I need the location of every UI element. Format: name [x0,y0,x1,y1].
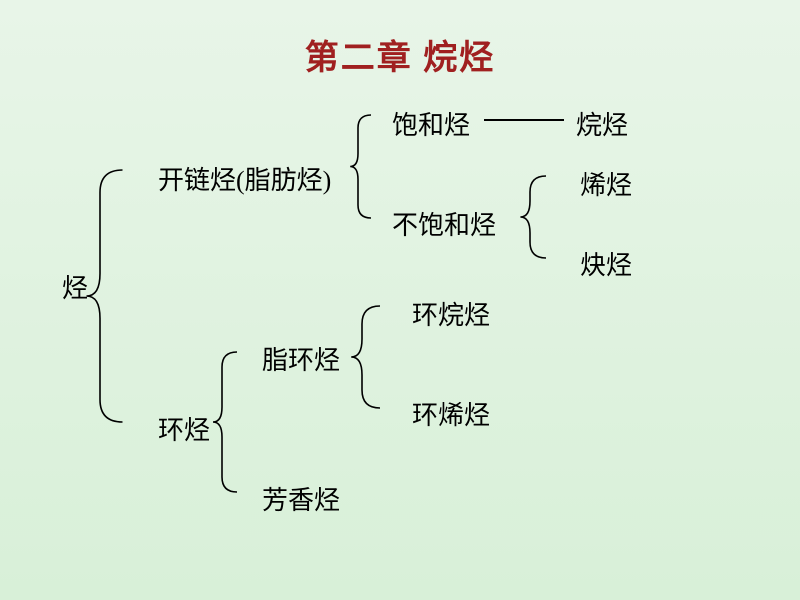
node-cycloalkene: 环烯烃 [412,395,490,432]
node-cycloalkane: 环烷烃 [412,295,490,332]
node-alicyclic: 脂环烃 [262,340,340,377]
openchain-brace [350,115,371,218]
node-alkane: 烷烃 [576,105,628,142]
node-open-chain: 开链烃(脂肪烃) [158,160,331,197]
node-alkene: 烯烃 [580,165,632,202]
node-saturated: 饱和烃 [392,105,470,142]
node-root: 烃 [62,268,88,305]
unsat-brace [520,176,546,258]
node-aromatic: 芳香烃 [262,480,340,517]
alicyclic-brace [351,306,380,408]
root-brace [87,170,123,422]
chapter-title: 第二章 烷烃 [0,30,800,79]
connector-layer [0,0,800,600]
node-alkyne: 炔烃 [580,245,632,282]
node-cyclic: 环烃 [158,410,210,447]
cyclic-brace [213,352,237,492]
node-unsaturated: 不饱和烃 [392,205,496,242]
